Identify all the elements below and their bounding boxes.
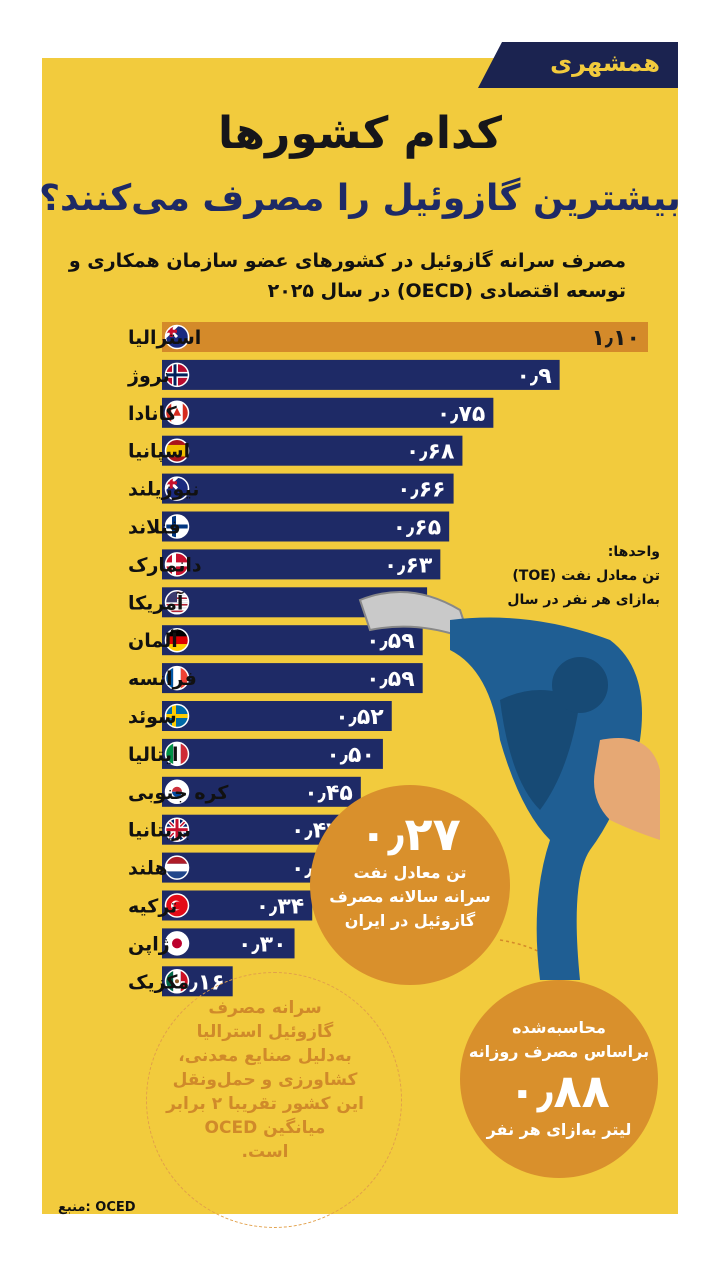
subtitle: مصرف سرانه گازوئیل در کشورهای عضو سازمان… [66,246,626,306]
category-label: ژاپن [128,933,170,955]
daily-stat-line-3: لیتر به‌ازای هر نفر [486,1120,632,1139]
bar [162,663,423,694]
note-text: سرانه مصرف گازوئیل استرالیا به‌دلیل صنای… [160,996,370,1164]
category-label: هلند [128,858,168,880]
bar [162,814,348,845]
bar [162,625,423,656]
iran-stat-line-2: سرانه سالانه مصرف [329,887,491,906]
bar-value-label: ۰٫۹ [517,364,552,389]
mexico-flag [164,969,190,994]
note-line: سرانه مصرف [208,998,322,1018]
note-line: این کشور تقریبا ۲ برابر [166,1094,364,1114]
daily-stat-line-2: براساس مصرف روزانه [468,1042,650,1061]
germany-flag [164,627,190,653]
bar-value-label: ۰٫۵۹ [366,667,415,692]
netherlands-flag [164,855,190,880]
logo-text: همشهری [550,49,660,77]
note-circle [146,972,402,1228]
category-label: نروژ [127,365,170,387]
category-label: ایتالیا [128,744,179,766]
category-label: بریتانیا [128,820,191,842]
south-korea-flag [164,779,190,805]
canada-flag [164,400,190,426]
bar [162,549,441,580]
finland-flag [164,514,190,539]
denmark-flag [164,552,190,577]
note-line: گازوئیل استرالیا [196,1022,334,1042]
category-label: آمریکا [128,590,184,614]
iran-stat-value: ۰٫۲۷ [359,807,461,861]
title-line-2: بیشترین گازوئیل را مصرف می‌کنند؟ [39,178,681,219]
category-label: فرانسه [128,668,197,690]
units-line-2: به‌ازای هر نفر در سال [507,592,660,608]
bar [162,359,560,390]
iran-stat-line-1: تن معادل نفت [353,863,467,882]
title-line-1: کدام کشورها [218,108,502,159]
category-label: مکزیک [128,971,189,993]
units-heading: واحدها: [607,544,660,560]
bar [162,435,463,466]
bar [162,511,450,542]
norway-flag [164,362,190,388]
bar [162,473,454,504]
bar-value-label: ۰٫۵۰ [326,743,375,768]
daily-stat-circle: محاسبه‌شده براساس مصرف روزانه ۰٫۸۸ لیتر … [460,980,658,1178]
bar-value-label: ۰٫۷۵ [437,402,486,427]
source-label: منبع: OCED [58,1200,136,1215]
bar-value-label: ۱٫۱۰ [591,326,640,351]
bar-value-label: ۰٫۶۳ [384,553,433,578]
usa-flag [164,590,190,615]
note-line: میانگین OCED [204,1118,326,1138]
turkey-flag [164,893,190,918]
category-label: ترکیه [128,896,177,918]
uk-flag [164,817,190,842]
japan-flag [164,931,190,956]
bar-value-label: ۰٫۶۶ [397,478,446,503]
italy-flag [164,741,190,767]
category-label: سوئد [128,706,177,728]
note-line: کشاورزی و حمل‌ونقل [172,1070,358,1090]
category-label: استرالیا [128,327,201,349]
bar [162,397,494,428]
subtitle-line-1: مصرف سرانه گازوئیل در کشورهای عضو سازمان… [68,250,626,272]
bar [162,701,392,731]
category-label: کره جنوبی [128,782,229,804]
iran-stat-circle: ۰٫۲۷ تن معادل نفت سرانه سالانه مصرف گازو… [310,785,510,985]
bar [162,776,361,807]
spain-flag [164,438,190,463]
sweden-flag [164,703,190,729]
bar-value-label: ۰٫۶۵ [393,516,442,541]
daily-stat-value: ۰٫۸۸ [508,1064,610,1118]
bar [162,322,648,352]
units-line-1: تن معادل نفت (TOE) [512,568,660,584]
units-note: واحدها: تن معادل نفت (TOE) به‌ازای هر نف… [460,540,660,612]
daily-stat-line-1: محاسبه‌شده [512,1018,606,1037]
note-line: است. [241,1142,289,1162]
bar-value-label: ۰٫۵۹ [366,629,415,654]
iran-stat-line-3: گازوئیل در ایران [344,911,476,930]
france-flag [164,665,190,691]
hamshahri-logo: همشهری [478,42,678,88]
bar-value-label: ۰٫۴۵ [304,781,353,806]
subtitle-line-2: توسعه اقتصادی (OECD) در سال ۲۰۲۵ [267,280,626,302]
bar-value-label: ۰٫۵۲ [335,705,384,730]
bar [162,738,383,769]
bar-value-label: ۰٫۳۰ [238,932,287,957]
category-label: دانمارک [128,554,202,576]
australia-flag [164,324,190,350]
bar-value-label: ۰٫۳۴ [256,895,305,920]
category-label: اسپانیا [128,441,190,463]
note-line: به‌دلیل صنایع معدنی، [178,1046,352,1066]
fuel-nozzle-illustration [358,591,660,980]
category-label: کانادا [128,403,178,425]
category-label: نیوزیلند [128,479,199,501]
category-label: آلمان [128,628,178,652]
bar-value-label: ۰٫۶۸ [406,440,455,465]
category-label: فنلاند [128,517,181,539]
